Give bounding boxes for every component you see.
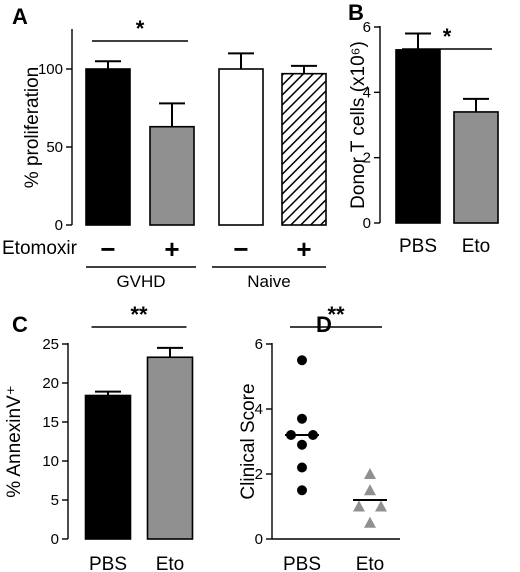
bar-2 bbox=[146, 356, 194, 540]
data-point bbox=[364, 516, 376, 528]
y-tick-label: 6 bbox=[255, 336, 263, 353]
data-point bbox=[364, 484, 376, 496]
panel-letter: A bbox=[12, 4, 28, 29]
y-tick-label: 0 bbox=[55, 217, 63, 234]
bar-3 bbox=[218, 68, 264, 226]
y-axis-label: % proliferation bbox=[22, 67, 43, 188]
x-category-label: + bbox=[296, 234, 311, 264]
data-point bbox=[297, 462, 307, 473]
group-label: GVHD bbox=[116, 272, 165, 291]
y-axis-label: % AnnexinV⁺ bbox=[4, 385, 25, 498]
panel-letter: B bbox=[348, 0, 364, 25]
significance-label: ** bbox=[327, 302, 345, 327]
y-tick-label: 5 bbox=[51, 492, 59, 509]
y-tick-label: 20 bbox=[42, 375, 59, 392]
y-tick-label: 6 bbox=[363, 19, 371, 36]
y-axis-label: Donor T cells (x10⁶) bbox=[348, 41, 369, 209]
x-category-label: Eto bbox=[462, 236, 491, 257]
y-tick-label: 0 bbox=[51, 531, 59, 548]
x-category-label: + bbox=[164, 234, 179, 264]
data-point bbox=[364, 468, 376, 479]
x-category-label: − bbox=[100, 234, 115, 264]
y-tick-label: 2 bbox=[255, 466, 263, 483]
panel-b: B 0 2 4 6 Donor T cells (x10⁶) PBS Eto * bbox=[348, 0, 499, 257]
significance-label: * bbox=[136, 16, 145, 41]
y-tick-label: 100 bbox=[38, 61, 63, 78]
bar-1 bbox=[84, 394, 132, 540]
panel-letter: C bbox=[12, 312, 28, 337]
significance-label: ** bbox=[130, 302, 148, 327]
data-point bbox=[375, 500, 387, 512]
x-category-label: PBS bbox=[399, 236, 437, 257]
panel-c: C 0 5 10 15 20 25 % AnnexinV⁺ PBS Eto ** bbox=[4, 302, 194, 572]
bar-1 bbox=[85, 68, 131, 226]
x-category-label: Eto bbox=[156, 554, 185, 572]
y-tick-label: 15 bbox=[42, 414, 59, 431]
data-point bbox=[297, 485, 307, 496]
bar-1 bbox=[395, 49, 441, 224]
panel-d: D 0 2 4 6 Clinical Score PBS Eto ** bbox=[238, 302, 400, 572]
row-label: Etomoxir bbox=[2, 238, 78, 259]
y-axis-label: Clinical Score bbox=[238, 383, 259, 499]
y-tick-label: 4 bbox=[363, 84, 371, 101]
y-tick-label: 25 bbox=[42, 336, 59, 353]
y-tick-label: 0 bbox=[363, 215, 371, 232]
data-point bbox=[353, 500, 365, 512]
bar-4 bbox=[281, 72, 327, 226]
x-category-label: PBS bbox=[89, 554, 127, 572]
x-category-label: − bbox=[233, 234, 248, 264]
y-tick-label: 10 bbox=[42, 453, 59, 470]
bar-2 bbox=[149, 125, 195, 226]
x-category-label: PBS bbox=[283, 554, 321, 572]
significance-label: * bbox=[443, 24, 452, 49]
y-tick-label: 4 bbox=[255, 401, 263, 418]
group-label: Naive bbox=[247, 272, 290, 291]
bar-2 bbox=[453, 111, 499, 224]
y-tick-label: 50 bbox=[46, 139, 63, 156]
y-tick-label: 0 bbox=[255, 531, 263, 548]
data-point bbox=[297, 355, 307, 366]
panel-letter: D bbox=[316, 312, 332, 337]
panel-a: A 0 50 100% proliferation Etomoxir − + − + GVHD Na… bbox=[2, 4, 327, 291]
y-tick-label: 2 bbox=[363, 150, 371, 167]
data-point bbox=[297, 413, 307, 424]
x-category-label: Eto bbox=[356, 554, 385, 572]
data-point bbox=[297, 439, 307, 450]
